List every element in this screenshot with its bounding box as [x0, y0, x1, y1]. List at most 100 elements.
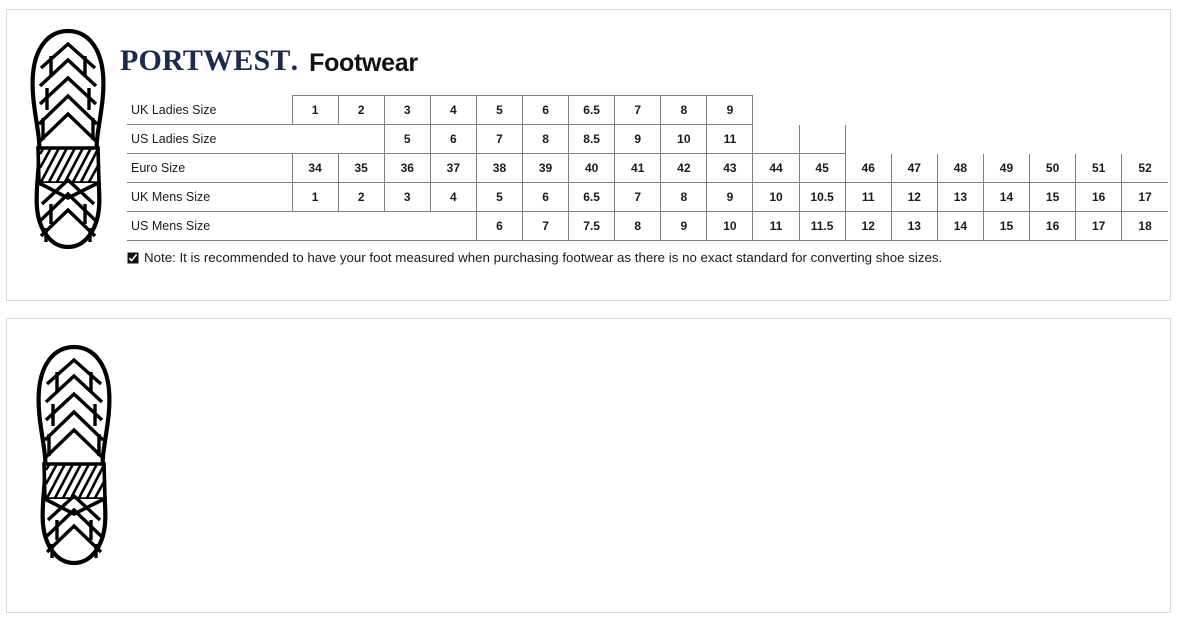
size-cell: 44 — [752, 153, 800, 183]
portwest-logo-text: PORTWEST — [120, 44, 291, 77]
row-label: US Ladies Size — [127, 124, 293, 154]
size-cell: 40 — [568, 153, 615, 183]
size-cell: 7 — [614, 95, 661, 125]
size-cell: 48 — [936, 153, 984, 183]
size-cell: 6 — [429, 124, 477, 154]
note-checkbox-icon — [127, 252, 139, 264]
size-cell — [338, 211, 385, 241]
size-cell: 3 — [383, 95, 431, 125]
size-cell — [1122, 96, 1168, 125]
size-cell: 15 — [1029, 182, 1076, 212]
size-cell: 51 — [1075, 153, 1122, 183]
size-cell — [983, 96, 1029, 125]
size-cell — [292, 211, 339, 241]
row-label: Euro Size — [127, 153, 293, 183]
size-cell — [292, 124, 339, 154]
size-cell — [1076, 96, 1122, 125]
size-cell: 34 — [291, 153, 339, 183]
size-cell: 2 — [337, 95, 385, 125]
size-cell: 37 — [429, 153, 477, 183]
size-cell: 10 — [752, 182, 800, 212]
size-cell: 6.5 — [568, 95, 615, 125]
size-cell: 8 — [660, 182, 707, 212]
size-cell: 38 — [475, 153, 523, 183]
size-cell: 8.5 — [568, 124, 615, 154]
size-cell: 8 — [614, 211, 661, 241]
size-cell — [845, 96, 891, 125]
portwest-size-chart-panel: PORTWEST . Footwear UK Ladies Size 1 2 3 4 5 6… — [6, 9, 1171, 301]
size-cell: 15 — [982, 211, 1030, 241]
size-cell: 14 — [936, 211, 984, 241]
table-row: US Ladies Size 5 6 7 8 8.5 9 10 11 — [127, 124, 1168, 154]
size-cell: 9 — [706, 182, 753, 212]
size-cell: 8 — [660, 95, 707, 125]
size-cell: 10 — [660, 124, 707, 154]
size-cell: 2 — [337, 182, 385, 212]
size-cell: 13 — [890, 211, 938, 241]
size-cell: 52 — [1121, 153, 1168, 183]
size-cell: 6 — [521, 95, 569, 125]
size-cell: 14 — [982, 182, 1030, 212]
size-cell: 1 — [291, 182, 339, 212]
size-cell: 7 — [521, 211, 569, 241]
size-cell: 7 — [614, 182, 661, 212]
table-row: UK Mens Size 1 2 3 4 5 6 6.5 7 8 9 10 10.5 11 12 13 14 15… — [127, 182, 1168, 212]
portwest-note: Note: It is recommended to have your foo… — [127, 250, 942, 265]
size-cell: 11 — [706, 124, 753, 154]
size-cell — [983, 125, 1029, 154]
portwest-note-text: Note: It is recommended to have your foo… — [144, 250, 943, 265]
size-cell: 42 — [660, 153, 707, 183]
table-row: UK Ladies Size 1 2 3 4 5 6 6.5 7 8 9 — [127, 95, 1168, 125]
size-cell — [1030, 96, 1076, 125]
size-cell: 43 — [706, 153, 753, 183]
size-cell: 18 — [1121, 211, 1168, 241]
size-cell: 49 — [982, 153, 1030, 183]
size-cell: 50 — [1029, 153, 1076, 183]
size-cell: 10.5 — [798, 182, 846, 212]
shoe-sole-icon — [33, 344, 115, 571]
size-cell: 12 — [890, 182, 938, 212]
size-cell: 12 — [844, 211, 892, 241]
size-cell: 5 — [383, 124, 431, 154]
size-cell: 11 — [844, 182, 892, 212]
size-cell — [1122, 125, 1168, 154]
shoe-sole-icon — [27, 28, 109, 255]
size-cell — [752, 95, 800, 125]
size-cell — [891, 125, 937, 154]
size-cell: 9 — [614, 124, 661, 154]
size-cell: 13 — [936, 182, 984, 212]
size-cell: 9 — [660, 211, 707, 241]
size-cell: 6 — [521, 182, 569, 212]
size-cell: 36 — [383, 153, 431, 183]
size-cell: 45 — [798, 153, 846, 183]
size-cell: 6.5 — [568, 182, 615, 212]
size-cell: 6 — [475, 211, 523, 241]
size-cell — [384, 211, 431, 241]
size-cell: 41 — [614, 153, 661, 183]
row-label: US Mens Size — [127, 211, 293, 241]
size-cell: 4 — [429, 182, 477, 212]
portwest-brand-header: PORTWEST . Footwear — [120, 46, 418, 76]
size-cell: 11.5 — [798, 211, 846, 241]
size-cell: 1 — [291, 95, 339, 125]
size-cell — [752, 124, 800, 154]
size-cell — [798, 124, 846, 154]
size-cell — [799, 96, 845, 125]
table-row: US Mens Size 6 7 7.5 8 9 10 11 11.5 12 13 14 15 16 17 1… — [127, 211, 1168, 241]
size-cell — [1030, 125, 1076, 154]
size-cell: 39 — [521, 153, 569, 183]
portwest-table-body: UK Ladies Size 1 2 3 4 5 6 6.5 7 8 9 US Ladies Size… — [127, 95, 1168, 241]
size-cell: 5 — [475, 95, 523, 125]
row-label: UK Mens Size — [127, 182, 293, 212]
row-label: UK Ladies Size — [127, 95, 293, 125]
size-cell — [430, 211, 477, 241]
size-cell — [1076, 125, 1122, 154]
size-cell: 10 — [706, 211, 753, 241]
size-cell — [937, 125, 983, 154]
size-cell: 11 — [752, 211, 800, 241]
portwest-footwear-label: Footwear — [309, 49, 418, 77]
base-size-chart-panel: Base feel the comfort Footwear FOOT LENG… — [6, 318, 1171, 613]
size-cell: 16 — [1075, 182, 1122, 212]
size-cell — [891, 96, 937, 125]
size-cell: 17 — [1121, 182, 1168, 212]
